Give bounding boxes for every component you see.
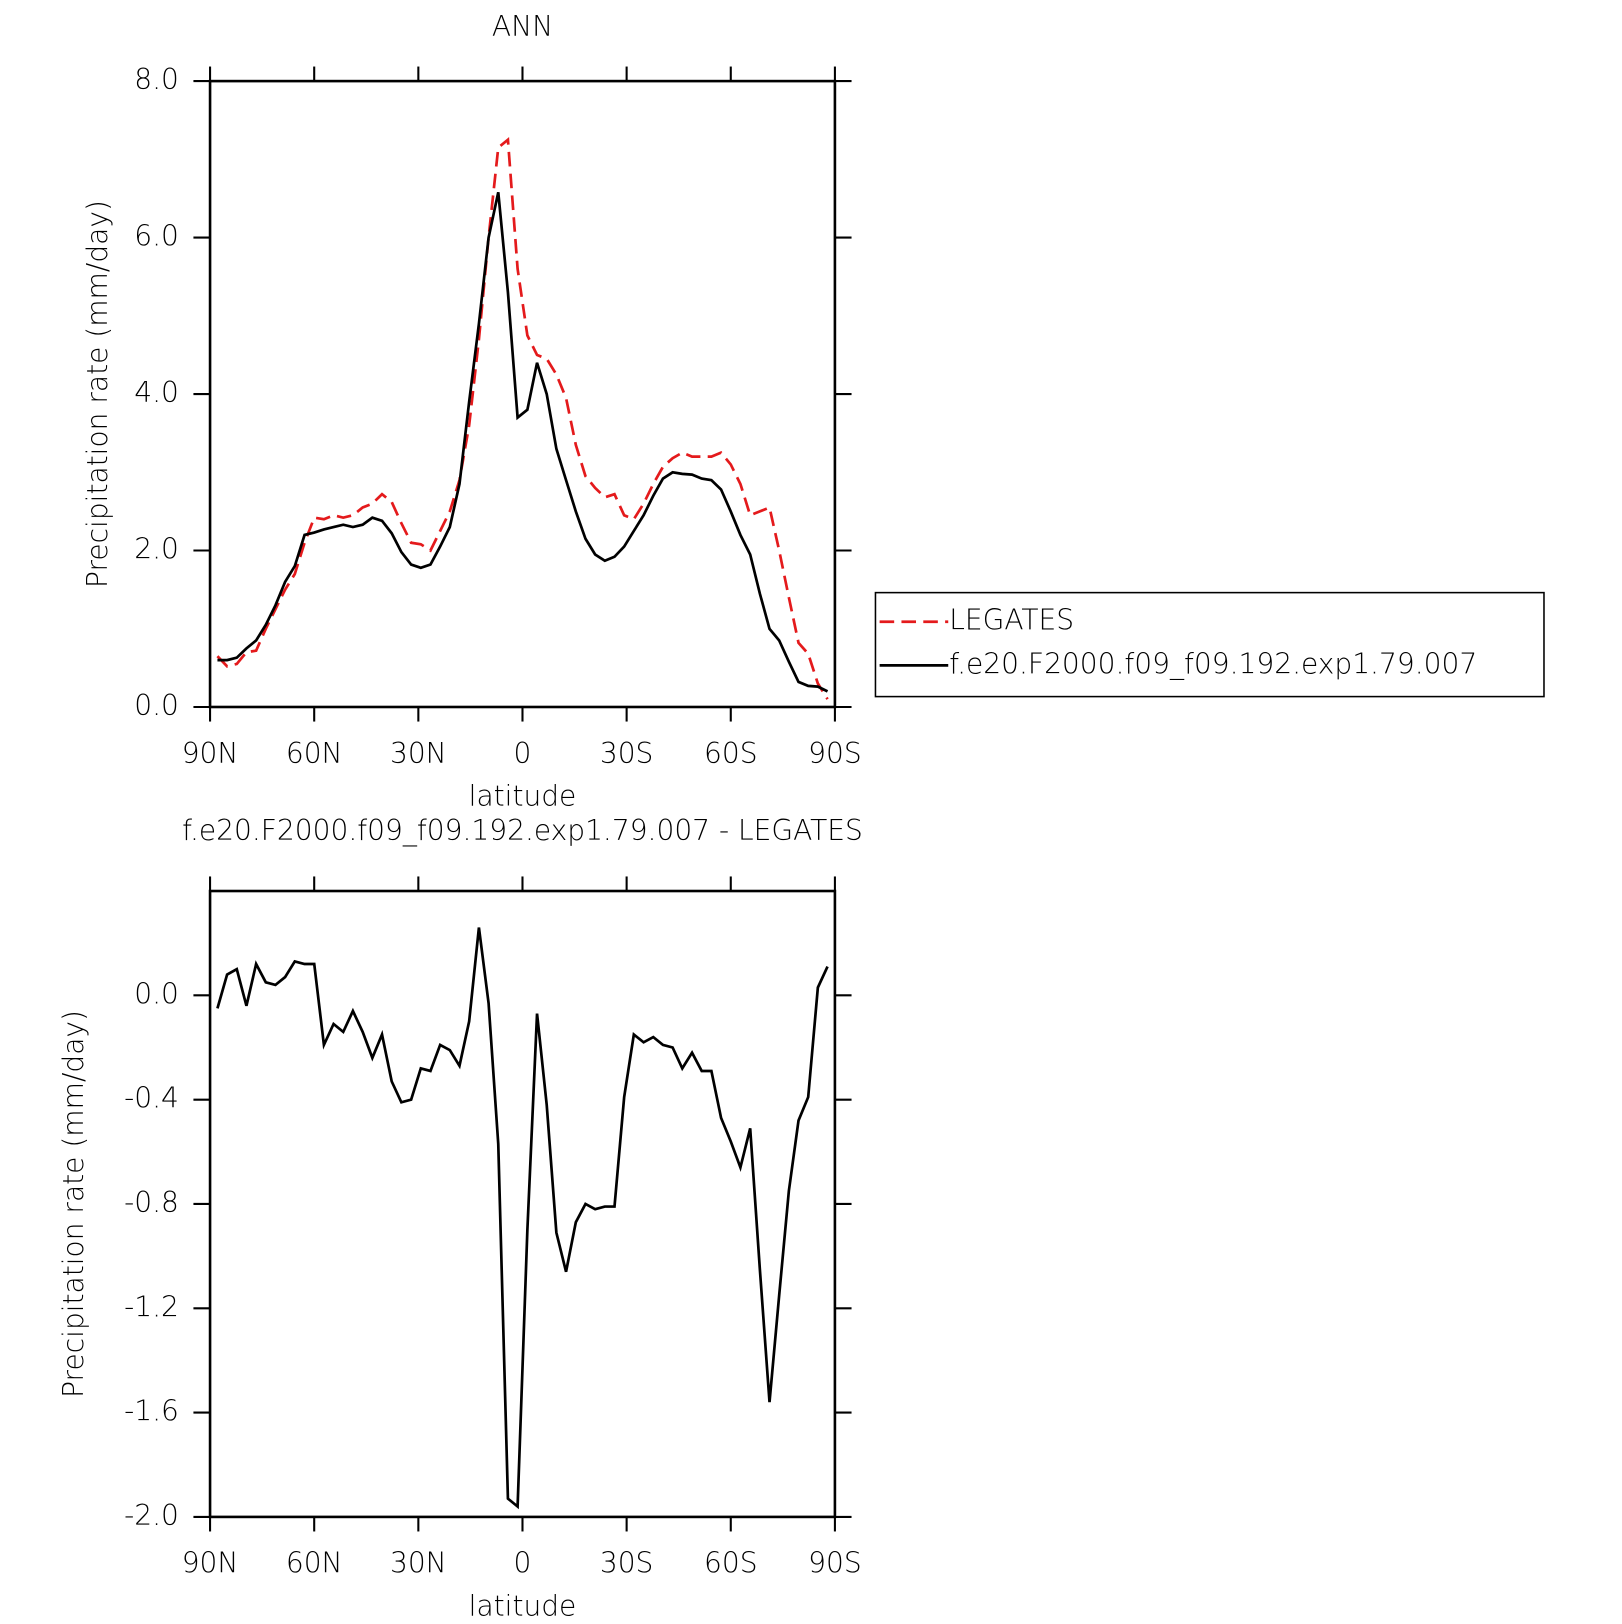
legend-box (874, 591, 1545, 698)
x-tick-label: 60S (704, 1547, 758, 1580)
x-tick-label: 90N (182, 1547, 239, 1580)
y-tick-label: -0.8 (124, 1186, 179, 1219)
x-tick-label: 0 (514, 1547, 532, 1580)
x-tick-label: 60S (704, 737, 758, 770)
plot-frame (208, 889, 837, 1519)
legend-label: f.e20.F2000.f09_f09.192.exp1.79.007 (949, 647, 1477, 681)
x-tick-label: 30S (600, 1547, 654, 1580)
y-tick-label: -1.6 (124, 1395, 179, 1428)
y-tick-label: 4.0 (134, 376, 179, 409)
plot-frame (208, 79, 837, 709)
y-axis-label: Precipitation rate (mm/day) (81, 200, 114, 588)
x-tick-label: 30S (600, 737, 654, 770)
x-tick-label: 60N (286, 1547, 343, 1580)
x-tick-label: 90S (808, 737, 862, 770)
y-tick-label: 8.0 (134, 63, 179, 96)
data-line (216, 927, 829, 1510)
y-tick-label: 6.0 (134, 220, 179, 253)
x-axis-label: latitude (469, 779, 577, 812)
x-tick-label: 30N (390, 1547, 447, 1580)
y-tick-label: 2.0 (134, 533, 179, 566)
x-tick-label: 90S (808, 1547, 862, 1580)
x-tick-label: 0 (514, 737, 532, 770)
chart-title: f.e20.F2000.f09_f09.192.exp1.79.007 - LE… (182, 814, 863, 848)
x-tick-label: 30N (390, 737, 447, 770)
y-tick-label: -2.0 (124, 1499, 179, 1532)
y-tick-label: -0.4 (124, 1082, 179, 1115)
x-tick-label: 90N (182, 737, 239, 770)
y-tick-label: 0.0 (134, 977, 179, 1010)
x-tick-label: 60N (286, 737, 343, 770)
x-axis-label: latitude (469, 1589, 577, 1622)
data-line (216, 137, 829, 700)
data-line (217, 191, 829, 693)
chart-title: ANN (492, 10, 553, 43)
legend-label: LEGATES (949, 604, 1074, 637)
y-tick-label: 0.0 (134, 689, 179, 722)
y-tick-label: -1.2 (124, 1290, 179, 1323)
y-axis-label: Precipitation rate (mm/day) (57, 1010, 90, 1398)
